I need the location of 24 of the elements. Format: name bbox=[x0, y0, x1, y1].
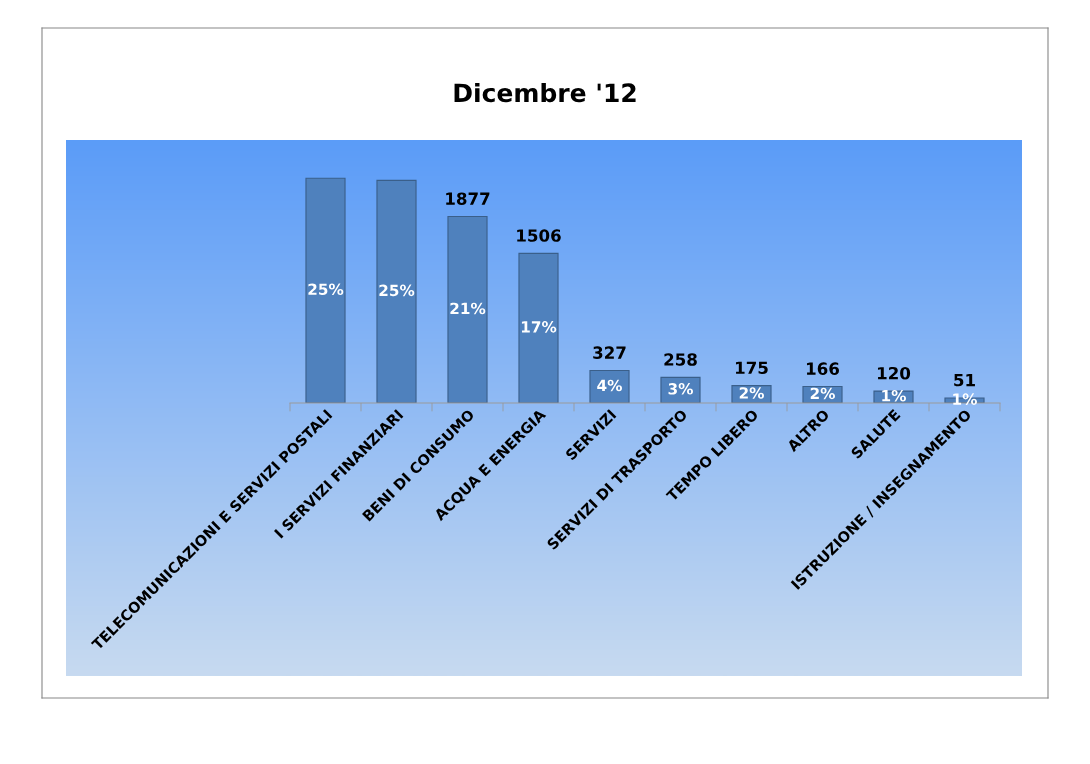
chart-title: Dicembre '12 bbox=[454, 82, 636, 103]
bar bbox=[376, 179, 417, 403]
bar bbox=[447, 216, 488, 403]
annotation: 3% bbox=[668, 383, 693, 395]
annotation: 1% bbox=[882, 389, 906, 402]
annotation: 2% bbox=[739, 387, 764, 399]
data-label: 1506 bbox=[517, 229, 561, 242]
data-label: 166 bbox=[806, 362, 839, 375]
data-label: 1877 bbox=[446, 192, 490, 205]
annotation: 25% bbox=[379, 284, 415, 297]
annotation: 1% bbox=[953, 393, 977, 405]
data-label: 120 bbox=[877, 366, 911, 380]
annotation: 4% bbox=[597, 379, 622, 392]
data-label: 51 bbox=[954, 373, 975, 387]
data-label: 258 bbox=[664, 353, 697, 366]
annotation: 21% bbox=[450, 302, 486, 315]
data-label: 175 bbox=[735, 361, 768, 375]
bar bbox=[305, 177, 346, 403]
annotation: 25% bbox=[308, 283, 344, 296]
data-label: 327 bbox=[593, 346, 626, 359]
bar bbox=[518, 252, 559, 403]
annotation: 17% bbox=[521, 321, 557, 333]
bar bbox=[589, 369, 630, 403]
annotation: 2% bbox=[810, 387, 835, 400]
